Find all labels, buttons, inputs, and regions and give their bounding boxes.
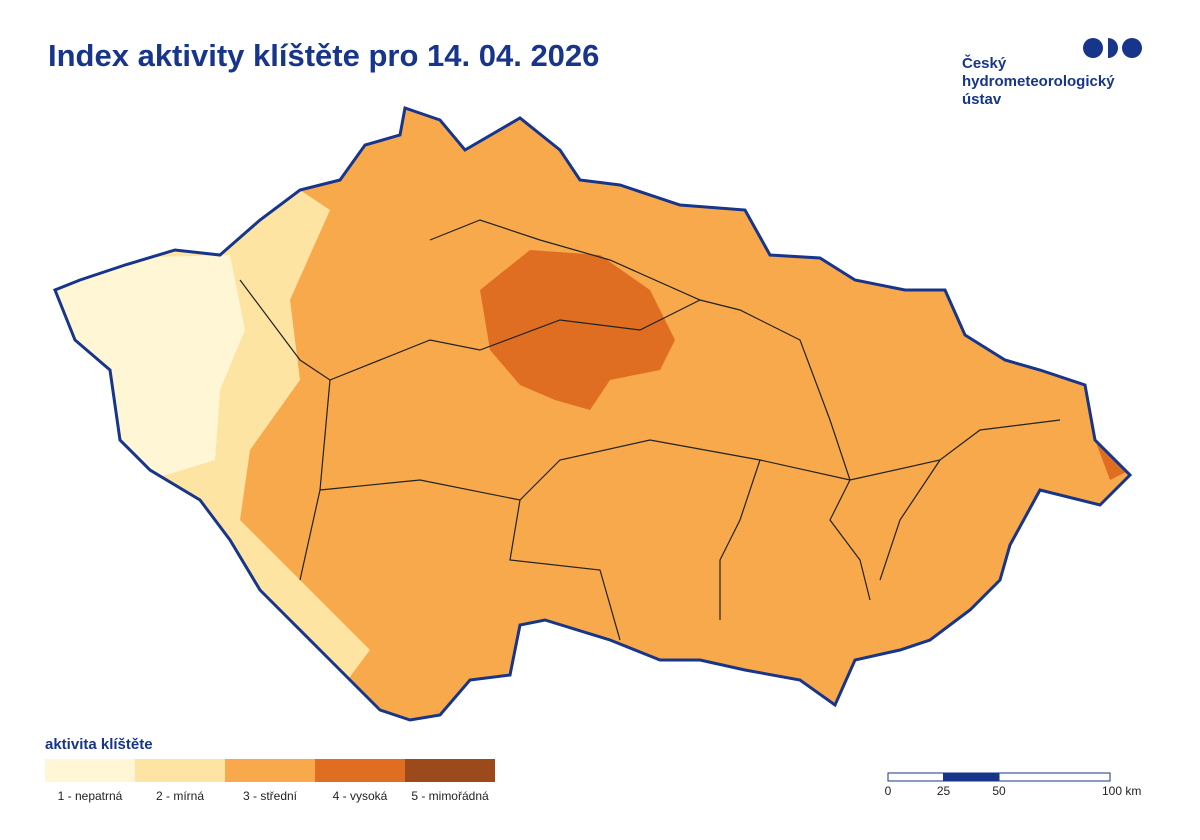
scale-bar: 0 25 50 100 km [885,772,1141,798]
legend-label: 4 - vysoká [333,789,388,803]
scale-label: 0 [885,784,892,798]
title: Index aktivity klíštěte pro 14. 04. 2026 [48,38,599,73]
map-region [55,255,245,480]
scale-segment [943,772,1000,782]
legend-swatch [315,759,405,782]
map-region [480,250,675,410]
logo-text: hydrometeorologický [962,73,1115,90]
logo-dot [1083,38,1103,58]
legend-label: 3 - střední [243,789,298,803]
logo-dot [1122,38,1142,58]
logo-text: Český [962,54,1007,72]
map [55,108,1130,720]
logo-text: ústav [962,91,1002,108]
legend-swatch [405,759,495,782]
legend-label: 2 - mírná [156,789,204,803]
scale-label: 100 km [1102,784,1141,798]
legend-label: 1 - nepatrná [58,789,123,803]
scale-segment [998,772,1111,782]
region-borders [239,219,1061,641]
scale-label: 25 [937,784,951,798]
legend-title: aktivita klíštěte [45,736,153,753]
legend-swatch [45,759,135,782]
scale-segment [887,772,944,782]
legend-swatch [135,759,225,782]
logo: Český hydrometeorologický ústav [962,38,1142,108]
legend-label: 5 - mimořádná [411,789,489,803]
scale-label: 50 [992,784,1006,798]
legend-swatch [225,759,315,782]
logo-dot [1108,38,1118,58]
legend: 1 - nepatrná 2 - mírná 3 - střední 4 - vyso… [45,759,495,803]
